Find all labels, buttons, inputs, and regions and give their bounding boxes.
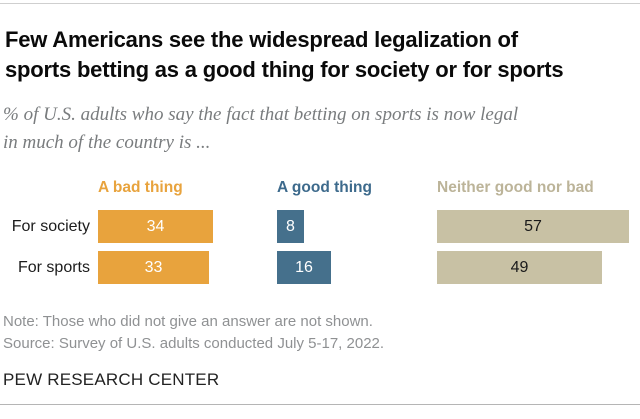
bar: 34 [98,210,213,243]
brand-footer: PEW RESEARCH CENTER [3,370,220,389]
series-header: Neither good nor bad [437,179,594,196]
source-text: Source: Survey of U.S. adults conducted … [3,335,385,352]
chart-footnotes: Note: Those who did not give an answer a… [3,311,638,355]
bar-value-label: 34 [146,217,165,235]
subtitle-line-1: % of U.S. adults who say the fact that b… [3,104,519,125]
chart-subtitle: % of U.S. adults who say the fact that b… [3,101,638,157]
bar: 57 [437,210,629,243]
row-label: For society [11,218,90,235]
page-title: Few Americans see the widespread legaliz… [5,25,637,85]
series-header: A good thing [277,179,372,196]
bar: 49 [437,251,602,284]
bar-value-label: 49 [510,258,529,276]
bar: 33 [98,251,209,284]
subtitle-line-2: in much of the country is ... [3,132,211,153]
bottom-divider [0,404,640,405]
title-line-2: sports betting as a good thing for socie… [5,57,564,82]
row-label: For sports [17,259,90,276]
bar-value-label: 57 [524,217,542,235]
bar: 8 [277,210,304,243]
bar-value-label: 8 [286,217,295,235]
top-divider [0,3,640,4]
bar: 16 [277,251,331,284]
note-text: Note: Those who did not give an answer a… [3,313,373,330]
bar-value-label: 16 [295,258,313,276]
bar-value-label: 33 [144,258,163,276]
title-line-1: Few Americans see the widespread legaliz… [5,27,518,52]
bar-chart: A bad thing A good thing Neither good nor … [11,179,629,284]
series-header: A bad thing [98,179,183,196]
